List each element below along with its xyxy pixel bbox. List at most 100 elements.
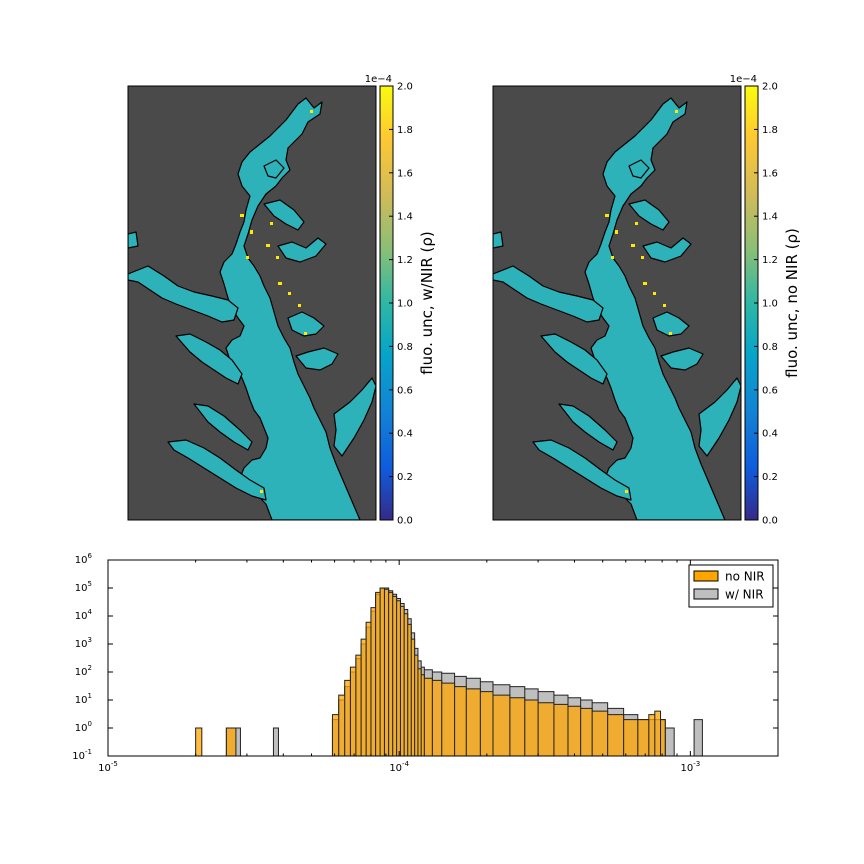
histogram-series-no-nir: [195, 587, 666, 756]
colorbar-tick-label: 2.0: [762, 82, 778, 93]
map-panel-no-nir: [492, 85, 742, 521]
colorbar-tick-label: 1.8: [397, 125, 413, 136]
histogram-bar: [366, 622, 371, 756]
y-tick-label: 10-1: [72, 748, 92, 762]
histogram-bar: [648, 714, 655, 756]
histogram-bar: [509, 697, 525, 756]
y-tick-label: 105: [75, 580, 92, 594]
colorbar-exponent: 1e−4: [365, 74, 392, 85]
histogram-bar: [332, 714, 339, 756]
histogram-bar: [592, 711, 608, 756]
colorbar-exponent: 1e−4: [730, 74, 757, 85]
histogram-bar: [375, 592, 381, 756]
histogram-bar: [637, 719, 649, 756]
x-tick-label: 10-5: [98, 760, 118, 774]
colorbar-tick-label: 0.6: [762, 385, 778, 396]
histogram-bar: [344, 680, 351, 756]
histogram-bar: [421, 674, 425, 756]
histogram-bar: [392, 596, 397, 756]
map-frame: [492, 85, 742, 521]
colorbar-tick-label: 0.6: [397, 385, 413, 396]
colorbar-tick-label: 1.2: [397, 255, 413, 266]
histogram-bar: [273, 728, 279, 756]
colorbar-tick-label: 1.6: [397, 168, 413, 179]
histogram-bar: [404, 613, 408, 756]
histogram: 10-5 10-4 10-3 10-1 100 101 102 103 104 105 106 no …: [72, 552, 779, 774]
colorbar-no-nir: 0.0 0.2 0.4 0.6 0.8 1.0 1.2 1.4 1.6 1.8 2.0 1e−4 flu…: [730, 74, 801, 527]
histogram-bar: [665, 728, 675, 756]
histogram-bar: [195, 728, 202, 756]
colorbar-tick-label: 0.0: [397, 516, 413, 527]
histogram-legend: no NIR w/ NIR: [688, 564, 774, 608]
histogram-bar: [580, 708, 593, 756]
x-tick-label: 10-3: [680, 760, 700, 774]
y-tick-label: 100: [75, 720, 92, 734]
histogram-bar: [454, 686, 467, 756]
histogram-bar: [370, 607, 376, 756]
histogram-bar: [432, 680, 442, 756]
colorbar-tick-label: 1.4: [397, 212, 413, 223]
histogram-bar: [567, 706, 581, 756]
histogram-bar: [654, 711, 661, 756]
histogram-bar: [338, 695, 345, 756]
histogram-bar: [411, 639, 415, 756]
colorbar-tick-label: 1.2: [762, 255, 778, 266]
map-panel-with-nir: [127, 85, 377, 521]
colorbar-tick-label: 0.2: [762, 472, 778, 483]
histogram-bar: [607, 714, 624, 756]
colorbar-tick-label: 0.0: [762, 516, 778, 527]
colorbar-tick-label: 1.8: [762, 125, 778, 136]
histogram-frame: [107, 559, 779, 757]
colorbar-with-nir: 0.0 0.2 0.4 0.6 0.8 1.0 1.2 1.4 1.6 1.8 2.0 1e−4 flu…: [365, 74, 436, 527]
histogram-bar: [694, 719, 703, 756]
colorbar-tick-label: 1.6: [762, 168, 778, 179]
histogram-bar: [361, 639, 367, 756]
histogram-bar: [400, 606, 405, 756]
histogram-bar: [660, 719, 666, 756]
colorbar-tick-label: 1.4: [762, 212, 778, 223]
histogram-bar: [350, 667, 356, 756]
bay-map-image: [128, 86, 376, 520]
histogram-bar: [538, 702, 554, 756]
y-tick-label: 104: [75, 608, 93, 622]
histogram-bar: [441, 683, 455, 756]
histogram-bar: [396, 600, 401, 756]
colorbar-label: fluo. unc, w/NIR (ρ): [418, 231, 436, 375]
histogram-bar: [553, 704, 568, 756]
colorbar-tick-label: 0.4: [762, 429, 778, 440]
histogram-bar: [480, 691, 493, 756]
histogram-bar: [380, 588, 385, 756]
histogram-outline: [195, 587, 666, 756]
y-tick-label: 106: [75, 552, 93, 566]
histogram-bar: [355, 655, 362, 756]
bay-map-image: [493, 86, 741, 520]
y-tick-label: 101: [75, 692, 92, 706]
histogram-bar: [388, 592, 393, 756]
legend-label: no NIR: [725, 570, 765, 584]
histogram-bar: [492, 695, 510, 756]
histogram-bar: [226, 728, 236, 756]
y-tick-label: 102: [75, 664, 92, 678]
histogram-bar: [623, 719, 638, 756]
histogram-bar: [424, 678, 433, 756]
histogram-bar: [417, 668, 422, 756]
colorbar-tick-label: 1.0: [397, 299, 413, 310]
colorbar-tick-label: 2.0: [397, 82, 413, 93]
colorbar-tick-label: 0.8: [397, 342, 413, 353]
legend-swatch: [693, 570, 719, 582]
y-tick-label: 103: [75, 636, 92, 650]
map-frame: [127, 85, 377, 521]
histogram-bar: [466, 688, 481, 756]
colorbar-tick-label: 1.0: [762, 299, 778, 310]
histogram-bar: [407, 624, 412, 756]
colorbar-label: fluo. unc, no NIR (ρ): [783, 228, 801, 378]
colorbar-tick-label: 0.8: [762, 342, 778, 353]
histogram-bar: [384, 589, 389, 756]
colorbar-tick-label: 0.2: [397, 472, 413, 483]
colorbar-tick-label: 0.4: [397, 429, 413, 440]
x-tick-label: 10-4: [389, 760, 409, 774]
histogram-bar: [414, 655, 418, 756]
legend-label: w/ NIR: [725, 588, 764, 602]
legend-swatch: [693, 588, 719, 600]
